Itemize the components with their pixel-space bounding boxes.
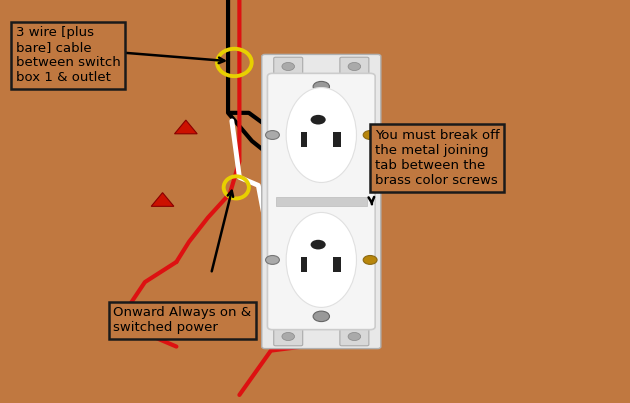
FancyBboxPatch shape xyxy=(273,327,302,346)
Bar xyxy=(301,257,307,272)
Circle shape xyxy=(282,62,295,71)
FancyBboxPatch shape xyxy=(340,327,369,346)
Text: You must break off
the metal joining
tab between the
brass color screws: You must break off the metal joining tab… xyxy=(375,129,500,187)
Bar xyxy=(276,197,367,206)
Circle shape xyxy=(348,62,360,71)
Text: 3 wire [plus
bare] cable
between switch
box 1 & outlet: 3 wire [plus bare] cable between switch … xyxy=(16,26,120,84)
FancyBboxPatch shape xyxy=(267,73,375,330)
Circle shape xyxy=(313,311,329,322)
Circle shape xyxy=(311,240,326,249)
Circle shape xyxy=(348,332,360,341)
Ellipse shape xyxy=(286,87,357,183)
Bar xyxy=(333,257,341,272)
Polygon shape xyxy=(151,193,174,206)
FancyBboxPatch shape xyxy=(262,54,381,349)
Circle shape xyxy=(363,131,377,139)
Circle shape xyxy=(313,81,329,92)
Circle shape xyxy=(266,256,280,264)
Polygon shape xyxy=(134,318,156,331)
Ellipse shape xyxy=(286,212,357,307)
Bar xyxy=(333,132,341,147)
Circle shape xyxy=(282,332,295,341)
Text: Onward Always on &
switched power: Onward Always on & switched power xyxy=(113,306,251,334)
Circle shape xyxy=(311,115,326,125)
FancyBboxPatch shape xyxy=(273,57,302,76)
Bar xyxy=(301,132,307,147)
FancyBboxPatch shape xyxy=(340,57,369,76)
Circle shape xyxy=(266,131,280,139)
Polygon shape xyxy=(175,120,197,134)
Circle shape xyxy=(363,256,377,264)
